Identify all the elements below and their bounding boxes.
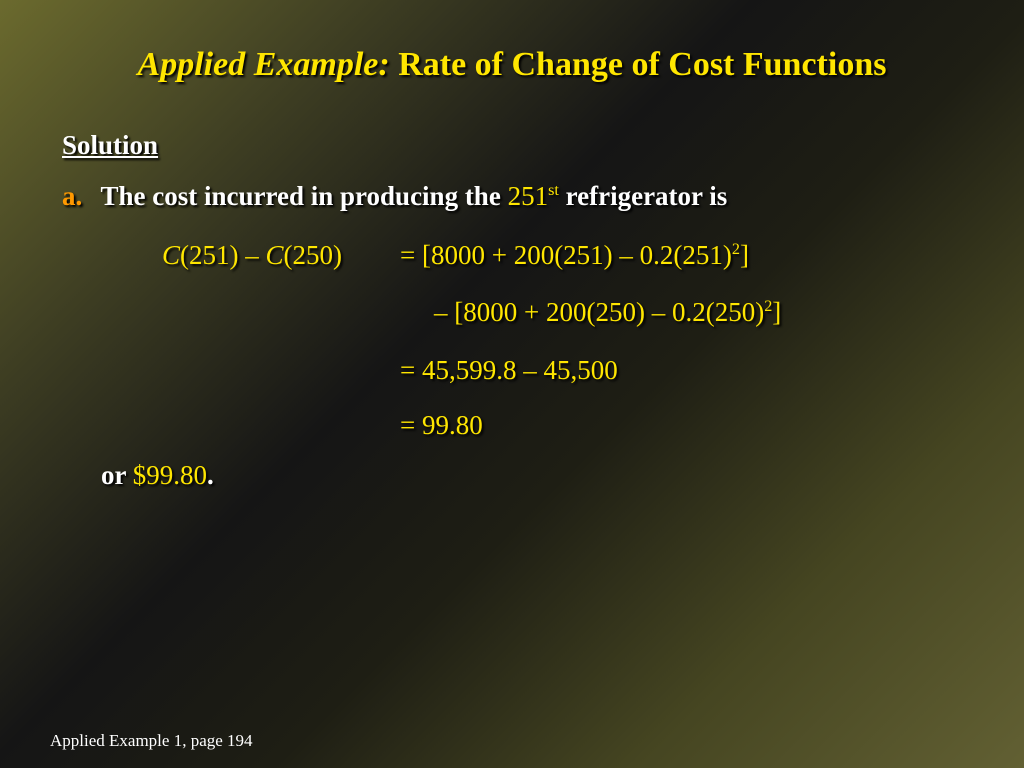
equation-lhs: C(251) – C(250) [162,240,342,271]
slide-title: Applied Example: Rate of Change of Cost … [0,46,1024,84]
title-main-part: Rate of Change of Cost Functions [398,46,887,83]
ordinal-suffix: st [548,181,559,199]
equation-line-1: = [8000 + 200(251) – 0.2(251)2] [400,240,749,271]
cost-function-symbol-1: C [162,240,181,270]
part-a-statement: a. The cost incurred in producing the 25… [62,181,727,212]
equation-line-2: – [8000 + 200(250) – 0.2(250)2] [434,297,781,328]
equation-line-2-exponent: 2 [764,297,773,315]
part-a-text-before: The cost incurred in producing the [100,181,501,211]
equation-line-4: = 99.80 [400,410,483,440]
equation-line-3: = 45,599.8 – 45,500 [400,355,618,385]
equation-line-2-text: – [8000 + 200(250) – 0.2(250) [434,297,765,327]
conclusion-prefix: or [101,460,126,490]
part-a-text-after: refrigerator is [565,181,728,211]
cost-function-symbol-2: C [265,240,284,270]
conclusion-suffix: . [207,460,214,490]
equation-line-1-text: = [8000 + 200(251) – 0.2(251) [400,240,732,270]
equation-line-1-close: ] [740,240,750,270]
ordinal-value: 251st [508,181,559,211]
lhs-argument-2: (250) [283,240,342,270]
lhs-argument-1: (251) – [180,240,266,270]
equation-line-2-close: ] [772,297,782,327]
title-italic-part: Applied Example: [137,46,390,83]
part-a-marker: a. [62,181,83,211]
solution-heading: Solution [62,130,159,160]
footer-reference: Applied Example 1, page 194 [50,731,253,750]
conclusion: or $99.80. [101,460,214,491]
ordinal-number: 251 [507,181,549,211]
equation-line-1-exponent: 2 [731,240,741,258]
conclusion-value: $99.80 [132,460,207,490]
